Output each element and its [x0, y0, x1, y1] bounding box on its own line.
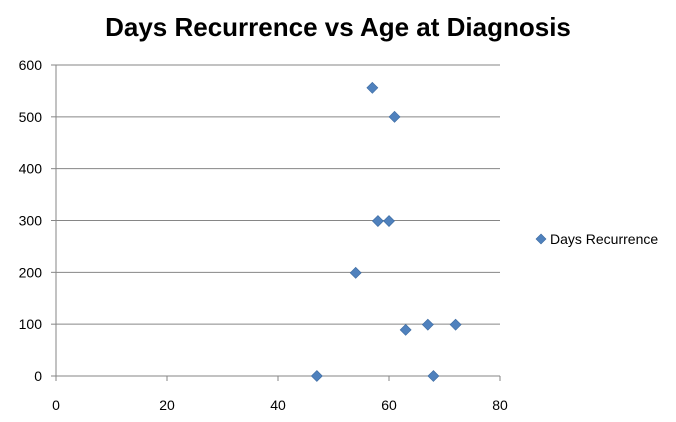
y-tick-label: 0	[34, 368, 42, 384]
data-point	[388, 110, 401, 123]
y-tick-label: 600	[19, 57, 43, 73]
data-point	[371, 215, 384, 227]
data-point	[310, 370, 323, 382]
x-tick-label: 80	[492, 397, 508, 413]
y-tick-label: 300	[19, 213, 43, 229]
y-tick-labels: 0 100 200 300 400 500 600	[19, 57, 43, 384]
data-point	[421, 318, 434, 331]
x-tick-label: 60	[381, 397, 397, 413]
axes	[51, 64, 501, 381]
data-point	[449, 318, 462, 331]
data-point	[383, 215, 395, 227]
data-point	[366, 81, 379, 94]
x-tick-label: 0	[52, 397, 60, 413]
y-tick-label: 200	[19, 264, 43, 280]
data-points	[310, 81, 462, 382]
x-tick-label: 40	[270, 397, 286, 413]
x-tick-labels: 0 20 40 60 80	[52, 397, 508, 413]
data-point	[399, 323, 412, 336]
data-point	[427, 370, 440, 382]
chart-title: Days Recurrence vs Age at Diagnosis	[105, 12, 571, 42]
data-point	[349, 266, 362, 279]
y-tick-label: 100	[19, 316, 43, 332]
y-tick-label: 500	[19, 109, 43, 125]
legend-marker	[535, 233, 547, 245]
legend: Days Recurrence	[535, 231, 658, 247]
x-tick-label: 20	[159, 397, 175, 413]
gridlines	[56, 64, 500, 325]
legend-label: Days Recurrence	[550, 231, 658, 247]
y-tick-label: 400	[19, 161, 43, 177]
